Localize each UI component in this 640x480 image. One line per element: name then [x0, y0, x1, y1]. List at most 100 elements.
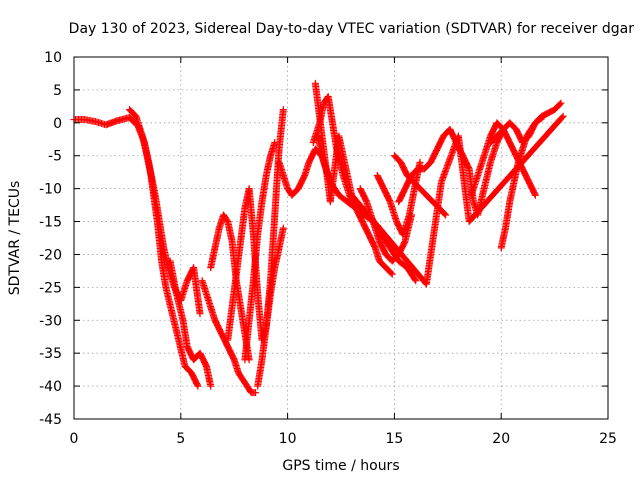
- data-point: [373, 171, 387, 191]
- y-tick-label: -5: [48, 149, 62, 165]
- data-point: [388, 270, 396, 278]
- series-track-15: [395, 125, 454, 206]
- data-point: [380, 185, 393, 204]
- data-point: [245, 185, 257, 237]
- data-point: [480, 160, 494, 193]
- data-point: [375, 237, 389, 257]
- x-tick-label: 20: [492, 431, 510, 447]
- series-track-19: [487, 99, 565, 147]
- data-point: [254, 199, 266, 239]
- data-point: [173, 290, 187, 323]
- data-point: [487, 133, 500, 147]
- y-tick-label: -45: [39, 412, 62, 428]
- data-point: [487, 140, 500, 166]
- x-tick-label: 10: [279, 431, 297, 447]
- data-marks: [70, 79, 567, 397]
- data-point: [237, 206, 249, 245]
- data-point: [252, 389, 260, 397]
- data-point: [196, 310, 204, 318]
- data-point: [224, 218, 236, 244]
- y-tick-label: 5: [53, 83, 62, 99]
- data-point: [386, 198, 400, 224]
- data-point: [220, 211, 231, 224]
- data-point: [249, 232, 262, 285]
- data-point: [132, 112, 146, 138]
- data-point: [403, 264, 419, 283]
- data-point: [267, 213, 279, 285]
- data-point: [211, 316, 225, 336]
- data-point: [335, 191, 350, 205]
- data-point: [506, 180, 518, 206]
- data-point: [551, 100, 564, 114]
- data-point: [175, 336, 189, 369]
- series-track-3: [166, 257, 215, 390]
- data-point: [399, 212, 413, 239]
- data-point: [401, 173, 415, 193]
- data-point: [531, 113, 545, 127]
- data-point: [245, 278, 257, 324]
- y-tick-label: -30: [39, 313, 62, 329]
- data-point: [194, 382, 202, 390]
- data-point: [224, 343, 238, 362]
- data-point: [211, 226, 223, 252]
- data-point: [126, 106, 139, 119]
- data-point: [237, 303, 249, 336]
- data-point: [525, 178, 539, 198]
- data-point: [335, 132, 355, 198]
- data-point: [202, 362, 214, 389]
- y-tick-label: -20: [39, 247, 62, 263]
- y-tick-label: -25: [39, 280, 62, 296]
- data-point: [275, 226, 287, 252]
- y-tick-label: -15: [39, 215, 62, 231]
- data-point: [198, 277, 212, 303]
- data-point: [166, 257, 180, 296]
- data-point: [559, 112, 567, 120]
- data-point: [531, 191, 539, 199]
- data-point: [519, 133, 532, 147]
- y-tick-label: -35: [39, 346, 62, 362]
- data-point: [474, 153, 488, 179]
- chart-title: Day 130 of 2023, Sidereal Day-to-day VTE…: [69, 21, 635, 37]
- data-point: [243, 382, 254, 395]
- data-point: [422, 180, 445, 288]
- series-scatter-extra: [311, 79, 567, 288]
- data-point: [557, 99, 565, 107]
- data-point: [427, 146, 440, 166]
- data-point: [395, 186, 408, 206]
- data-point: [271, 147, 283, 219]
- data-point: [412, 277, 420, 285]
- x-tick-label: 0: [70, 431, 79, 447]
- series-track-4: [198, 277, 260, 397]
- data-point: [493, 126, 506, 140]
- data-point: [422, 191, 436, 205]
- y-tick-label: 0: [53, 116, 62, 132]
- data-point: [207, 245, 219, 272]
- data-point: [239, 376, 250, 389]
- data-point: [267, 265, 279, 298]
- data-point: [375, 257, 389, 271]
- data-point: [279, 224, 287, 232]
- data-point: [258, 324, 270, 364]
- data-point: [356, 185, 370, 204]
- series-track-7: [241, 139, 279, 364]
- data-point: [311, 79, 334, 204]
- data-point: [506, 139, 520, 158]
- data-point: [442, 211, 450, 219]
- x-tick-label: 5: [176, 431, 185, 447]
- data-point: [232, 239, 244, 278]
- data-point: [234, 369, 246, 382]
- x-tick-label: 25: [599, 431, 617, 447]
- data-point: [138, 132, 152, 165]
- data-point: [168, 310, 182, 342]
- data-point: [196, 349, 210, 369]
- data-point: [497, 226, 509, 252]
- data-point: [465, 113, 566, 226]
- y-axis-label: SDTVAR / TECUs: [7, 181, 23, 296]
- data-point: [324, 92, 336, 125]
- x-axis-label: GPS time / hours: [282, 458, 399, 474]
- data-point: [162, 283, 176, 316]
- data-point: [190, 264, 204, 316]
- data-point: [538, 110, 551, 120]
- data-point: [228, 272, 240, 311]
- data-point: [525, 120, 539, 140]
